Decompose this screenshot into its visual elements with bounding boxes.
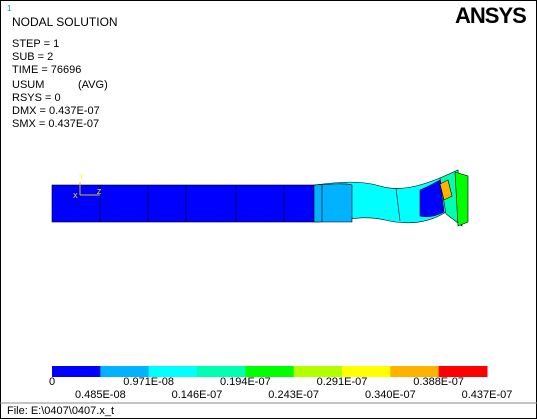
info-line: TIME = 76696 <box>12 64 81 76</box>
info-line: DMX = 0.437E-07 <box>12 105 100 117</box>
legend-band <box>52 366 101 377</box>
legend-label: 0.291E-07 <box>317 376 368 388</box>
legend-band <box>438 366 488 377</box>
triad-y: Y <box>79 174 84 181</box>
legend-label: 0.194E-07 <box>220 376 271 388</box>
legend-band <box>390 366 440 377</box>
window-number: 1 <box>7 4 12 13</box>
legend-label: 0.146E-07 <box>172 389 223 401</box>
legend-band <box>197 366 246 377</box>
info-line: SUB = 2 <box>12 51 53 63</box>
legend-label: 0.340E-07 <box>365 389 416 401</box>
legend-band <box>148 366 198 377</box>
axis-triad: Y Z X <box>73 174 102 200</box>
triad-x: X <box>73 193 78 200</box>
info-line: USUM <box>12 79 44 91</box>
legend-band <box>342 366 391 377</box>
legend-label: 0.243E-07 <box>268 389 319 401</box>
info-line: SMX = 0.437E-07 <box>12 118 99 130</box>
legend-label: 0.437E-07 <box>462 389 513 401</box>
legend-label: 0.971E-08 <box>123 376 174 388</box>
legend-band <box>245 366 295 377</box>
footer: File: E:\0407\0407.x_t <box>7 405 114 417</box>
legend-label: 0.388E-07 <box>413 376 464 388</box>
model <box>51 169 469 227</box>
info-line: RSYS = 0 <box>12 92 61 104</box>
info-avg: (AVG) <box>78 79 108 91</box>
info-title: NODAL SOLUTION <box>12 15 118 29</box>
legend: 00.485E-080.971E-080.146E-070.194E-070.2… <box>49 366 512 401</box>
legend-band <box>293 366 343 377</box>
legend-label: 0.485E-08 <box>75 389 126 401</box>
info-line: STEP = 1 <box>12 38 59 50</box>
legend-label: 0 <box>49 376 55 388</box>
logo: ANSYS <box>455 3 526 28</box>
triad-z: Z <box>97 189 102 196</box>
legend-band <box>100 366 150 377</box>
